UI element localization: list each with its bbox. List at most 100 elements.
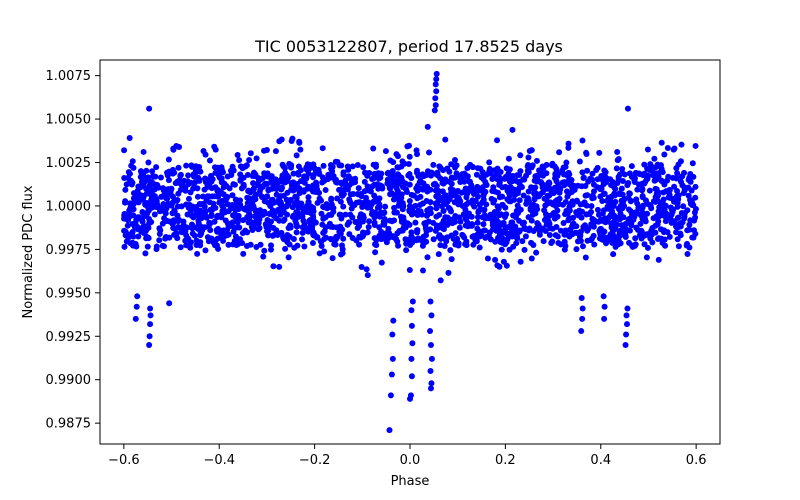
data-point	[428, 172, 434, 179]
data-point	[247, 241, 254, 248]
data-point	[141, 230, 148, 237]
data-point	[556, 149, 563, 156]
data-point	[126, 170, 133, 177]
data-point	[189, 163, 196, 170]
data-point	[555, 240, 562, 247]
data-point	[445, 269, 452, 276]
data-point	[121, 147, 128, 154]
data-point	[126, 135, 133, 142]
data-point	[551, 184, 558, 191]
data-point	[447, 247, 454, 254]
data-point	[569, 198, 576, 205]
data-point	[175, 190, 182, 197]
data-point	[382, 203, 389, 210]
data-point	[149, 168, 156, 175]
data-point	[452, 230, 459, 237]
data-point	[202, 247, 209, 254]
data-point	[157, 174, 164, 181]
data-point	[631, 177, 638, 184]
data-point	[612, 243, 619, 250]
data-point	[301, 173, 308, 180]
data-point	[319, 145, 326, 152]
data-point	[579, 137, 586, 144]
data-point	[481, 206, 488, 213]
data-point	[299, 213, 306, 220]
data-point	[474, 214, 481, 221]
data-point	[310, 214, 317, 221]
data-point	[643, 254, 650, 261]
data-point	[501, 175, 508, 182]
data-point	[193, 237, 200, 244]
data-point	[372, 241, 379, 248]
data-point	[214, 193, 221, 200]
data-point	[679, 219, 686, 226]
data-point	[509, 233, 516, 240]
data-point	[177, 172, 184, 179]
data-point	[398, 218, 405, 225]
data-point	[494, 262, 501, 269]
data-point	[145, 202, 152, 209]
data-point	[665, 173, 672, 180]
data-point	[214, 235, 221, 242]
data-point	[246, 214, 253, 221]
data-point	[292, 193, 299, 200]
data-point	[340, 203, 347, 210]
data-point	[147, 305, 154, 312]
data-point	[591, 241, 598, 248]
data-point	[489, 175, 496, 182]
data-point	[513, 214, 520, 221]
data-point	[253, 155, 260, 162]
data-point	[624, 321, 630, 328]
data-point	[634, 186, 641, 193]
data-point	[244, 171, 251, 178]
data-point	[419, 235, 426, 242]
data-point	[562, 231, 569, 238]
data-point	[208, 237, 215, 244]
data-point	[655, 256, 662, 263]
data-point	[170, 146, 177, 153]
data-point	[627, 207, 634, 214]
data-point	[356, 241, 363, 248]
data-point	[525, 168, 532, 175]
data-point	[688, 187, 695, 194]
data-point	[380, 210, 387, 217]
data-point	[540, 238, 547, 245]
data-point	[607, 231, 614, 238]
data-point	[435, 251, 442, 258]
data-point	[433, 182, 440, 189]
data-point	[358, 193, 365, 200]
data-point	[677, 230, 684, 237]
data-point	[517, 168, 524, 175]
data-point	[446, 219, 453, 226]
data-point	[183, 162, 190, 169]
data-point	[414, 227, 420, 234]
data-point	[536, 167, 543, 174]
data-point	[121, 175, 128, 182]
data-point	[660, 189, 667, 196]
data-point	[159, 242, 166, 249]
data-point	[689, 202, 696, 209]
data-point	[347, 211, 354, 218]
data-point	[287, 222, 294, 229]
data-point	[469, 164, 476, 171]
data-point	[559, 167, 566, 174]
data-point	[678, 178, 685, 185]
data-point	[371, 235, 378, 242]
data-point	[389, 234, 396, 241]
data-point	[220, 237, 226, 244]
data-point	[321, 235, 328, 242]
data-point	[440, 226, 447, 233]
data-point	[320, 203, 327, 210]
data-point	[385, 169, 392, 176]
data-point	[338, 162, 345, 169]
data-point	[614, 148, 621, 155]
data-point	[202, 208, 209, 215]
data-point	[589, 192, 596, 199]
data-point	[224, 201, 231, 208]
data-point	[270, 263, 277, 270]
data-point	[500, 258, 507, 265]
data-point	[367, 188, 374, 195]
data-point	[122, 198, 129, 205]
data-point	[280, 206, 287, 213]
data-point	[508, 219, 515, 226]
